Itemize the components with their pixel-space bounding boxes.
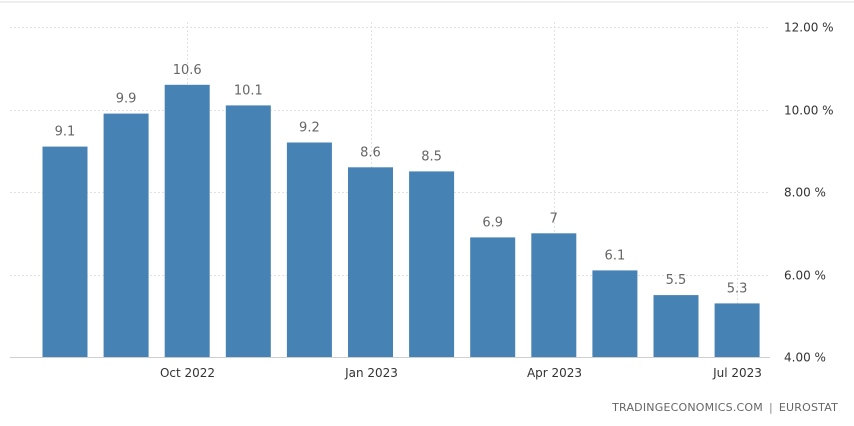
bar-value-label: 6.1 xyxy=(605,248,626,263)
bar-value-label: 5.3 xyxy=(727,281,748,296)
bar xyxy=(42,146,88,357)
bar xyxy=(714,303,760,357)
bar-value-label: 9.2 xyxy=(299,121,320,136)
bar-value-label: 5.5 xyxy=(666,273,687,288)
value-labels: 9.1 9.9 10.6 10.1 9.2 8.6 8.5 6.9 7 6.1 5.5 5.3 xyxy=(55,63,748,297)
source-separator: | xyxy=(768,401,773,414)
bar xyxy=(409,171,455,357)
source-site: TRADINGECONOMICS.COM xyxy=(612,401,763,414)
x-tick-label: Apr 2023 xyxy=(527,366,582,380)
bars xyxy=(42,84,760,358)
bar xyxy=(164,84,210,358)
x-tick-label: Oct 2022 xyxy=(160,366,215,380)
bar-value-label: 9.1 xyxy=(55,125,76,140)
bar xyxy=(653,295,699,357)
y-tick-label: 8.00 % xyxy=(784,186,826,200)
y-axis: 4.00 % 6.00 % 8.00 % 10.00 % 12.00 % xyxy=(784,21,834,365)
y-tick-label: 12.00 % xyxy=(784,21,834,35)
y-tick-label: 10.00 % xyxy=(784,104,834,118)
bar xyxy=(225,105,271,358)
bar-value-label: 9.9 xyxy=(116,92,137,107)
x-tick-label: Jul 2023 xyxy=(712,366,762,380)
bar-value-label: 6.9 xyxy=(482,215,503,230)
bar xyxy=(592,270,638,357)
bar xyxy=(103,113,149,357)
bar xyxy=(286,142,332,357)
bar-value-label: 7 xyxy=(550,211,558,226)
bar xyxy=(470,237,516,357)
bar-value-label: 8.6 xyxy=(360,145,381,160)
x-axis: Oct 2022 Jan 2023 Apr 2023 Jul 2023 xyxy=(160,366,762,380)
bar-value-label: 10.6 xyxy=(173,63,202,78)
source-credit: TRADINGECONOMICS.COM | EUROSTAT xyxy=(612,401,838,414)
bar xyxy=(531,233,577,358)
y-tick-label: 6.00 % xyxy=(784,269,826,283)
bar xyxy=(348,167,393,357)
bar-value-label: 10.1 xyxy=(234,83,263,98)
x-tick-label: Jan 2023 xyxy=(344,366,398,380)
y-tick-label: 4.00 % xyxy=(784,351,826,365)
bar-value-label: 8.5 xyxy=(421,149,442,164)
source-provider: EUROSTAT xyxy=(778,401,838,414)
